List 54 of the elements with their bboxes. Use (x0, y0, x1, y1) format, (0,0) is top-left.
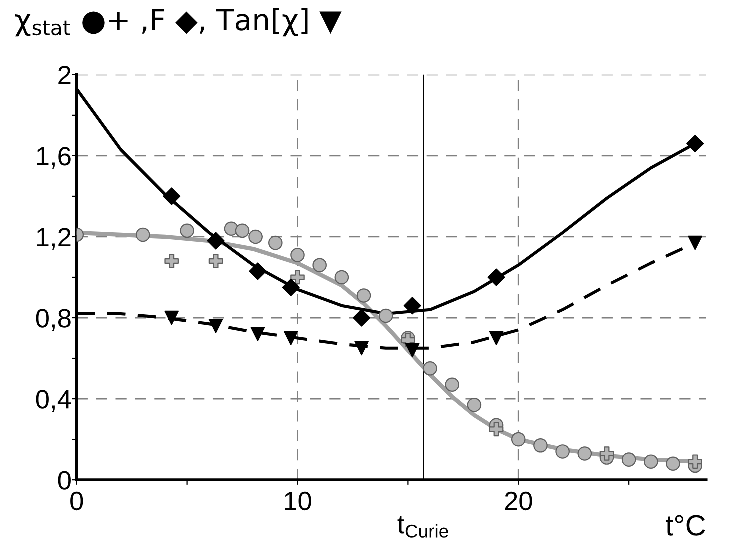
x-axis-title: t°C (666, 515, 706, 536)
ref-line-label: t$_{Curie}$ (398, 516, 448, 538)
point (248, 230, 263, 244)
point (312, 258, 327, 272)
chart-title: χ$_{stat}$ ●+ ,F ◆, Tan[χ] ▼ (15, 8, 342, 37)
point (404, 297, 422, 315)
point (268, 236, 283, 250)
point (163, 188, 181, 206)
point (467, 398, 482, 412)
point (164, 254, 179, 268)
point (405, 343, 420, 358)
y-tick-label: 0,4 (36, 390, 72, 412)
point (578, 446, 592, 461)
point (208, 254, 224, 268)
point (644, 454, 658, 469)
point (235, 224, 250, 238)
point (290, 270, 305, 285)
point (208, 318, 224, 334)
y-tick-label: 2 (58, 66, 71, 84)
point (600, 446, 614, 461)
y-tick-label: 1,2 (37, 228, 71, 250)
point (423, 362, 438, 376)
y-tick-label: 0,8 (36, 309, 71, 331)
point (353, 309, 371, 327)
point (284, 331, 298, 346)
point (249, 262, 267, 280)
point (356, 288, 372, 303)
point (290, 248, 305, 262)
point (666, 456, 680, 472)
point (688, 236, 702, 250)
point (354, 341, 369, 356)
point (688, 454, 702, 469)
point (534, 438, 548, 453)
point (180, 224, 194, 238)
point (378, 308, 394, 324)
point (489, 422, 504, 437)
y-tick-label: 1,6 (37, 147, 71, 169)
point (250, 327, 266, 342)
point (489, 331, 504, 346)
point (556, 444, 570, 459)
point (686, 135, 704, 153)
x-tick-label: 0 (70, 492, 84, 511)
point (511, 432, 526, 447)
point (488, 268, 506, 286)
x-tick-label: 10 (285, 492, 312, 511)
point (334, 270, 350, 285)
x-tick-label: 20 (505, 492, 532, 511)
point (207, 232, 225, 250)
point (445, 378, 460, 392)
point (136, 228, 150, 242)
point (622, 452, 636, 467)
point (164, 310, 179, 326)
point (282, 278, 300, 296)
y-tick-label: 0 (58, 471, 71, 490)
